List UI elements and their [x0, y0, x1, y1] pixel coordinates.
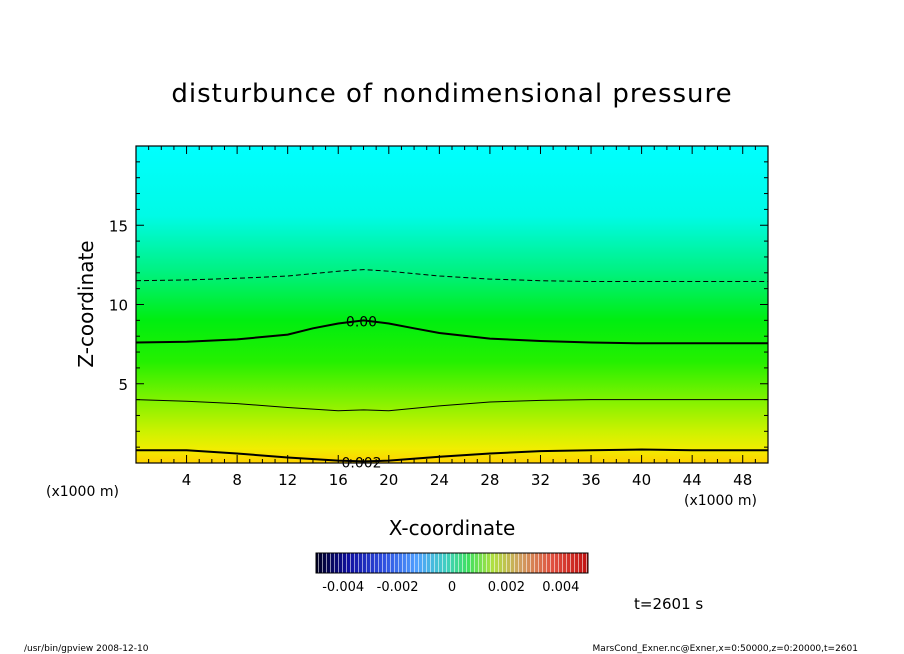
contour-line: [135, 269, 768, 282]
y-tick-label: 15: [109, 217, 128, 235]
plot-field: [136, 146, 768, 463]
x-tick-label: 4: [182, 471, 192, 489]
colorbar-tick-label: 0: [448, 580, 456, 595]
x-tick-label: 32: [531, 471, 550, 489]
time-label: t=2601 s: [634, 595, 703, 613]
colorbar-stripes: [316, 553, 588, 573]
contour-label: 0.00: [346, 314, 377, 330]
x-axis-unit: (x1000 m): [684, 493, 757, 509]
colorbar-tick-label: 0.002: [488, 580, 525, 595]
x-tick-label: 8: [232, 471, 242, 489]
x-axis-label: X-coordinate: [389, 516, 516, 540]
y-tick-label: 10: [109, 297, 128, 315]
x-tick-label: 28: [480, 471, 499, 489]
x-tick-label: 36: [581, 471, 600, 489]
footer-left: /usr/bin/gpview 2008-12-10: [24, 644, 149, 654]
x-tick-label: 48: [733, 471, 752, 489]
x-tick-label: 24: [430, 471, 449, 489]
x-tick-labels: 4 8 12 16 20 24 28 32 36 40 44 48: [182, 471, 752, 489]
axis-ticks: [135, 145, 769, 464]
colorbar-tick-label: -0.004: [322, 580, 364, 595]
colorbar-tick-label: -0.002: [377, 580, 419, 595]
contour-line: [135, 319, 768, 345]
y-axis-unit: (x1000 m): [46, 484, 119, 500]
y-tick-label: 5: [118, 376, 128, 394]
x-tick-label: 16: [329, 471, 348, 489]
y-tick-labels: 5 10 15: [109, 217, 128, 394]
y-axis-label: Z-coordinate: [74, 240, 98, 367]
x-tick-label: 40: [632, 471, 651, 489]
x-tick-label: 12: [278, 471, 297, 489]
colorbar-tick-labels: -0.004 -0.002 0 0.002 0.004: [322, 580, 579, 595]
footer-right: MarsCond_Exner.nc@Exner,x=0:50000,z=0:20…: [593, 644, 858, 654]
colorbar-frame: [315, 552, 589, 574]
contour-line: [135, 399, 768, 412]
colorbar-tick-label: 0.004: [542, 580, 579, 595]
x-tick-label: 44: [683, 471, 702, 489]
x-tick-label: 20: [379, 471, 398, 489]
chart-title: disturbunce of nondimensional pressure: [171, 79, 732, 109]
